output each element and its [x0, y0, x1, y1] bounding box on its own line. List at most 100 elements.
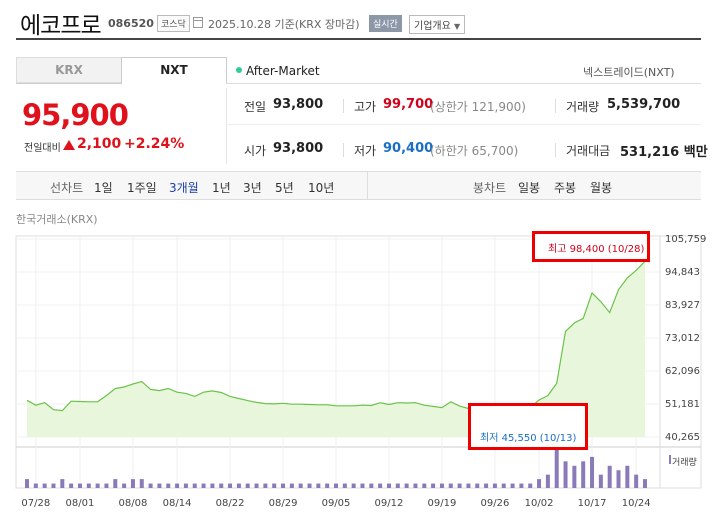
company-info-button[interactable]: 기업개요 ▼	[409, 15, 466, 34]
volume-bar	[281, 483, 286, 488]
min-callout	[468, 403, 588, 450]
volume-bar	[545, 474, 550, 488]
volume-bar	[113, 479, 118, 488]
period-5y[interactable]: 5년	[275, 181, 294, 195]
volume-bar	[457, 483, 462, 488]
prev-close-label: 전일	[244, 100, 267, 114]
y-tick-label: 73,012	[665, 333, 700, 344]
volume-bar	[360, 483, 365, 488]
volume-bar	[254, 483, 259, 488]
candle-monthly[interactable]: 월봉	[590, 181, 613, 195]
volume-bar	[51, 483, 56, 488]
volume-bar	[192, 483, 197, 488]
stock-code: 086520	[108, 17, 154, 30]
volume-bar	[369, 483, 374, 488]
tab-underline	[226, 83, 701, 84]
period-3y[interactable]: 3년	[243, 181, 262, 195]
volume-bar	[60, 479, 65, 488]
volume-bar	[122, 483, 127, 488]
volume-bar	[236, 483, 241, 488]
tab-krx[interactable]: KRX	[16, 57, 122, 83]
volume-bar	[219, 483, 224, 488]
trade-amount-label: 거래대금	[566, 144, 611, 158]
volume-bar	[201, 483, 206, 488]
volume-bar	[139, 479, 144, 488]
volume-bar	[210, 483, 215, 488]
market-tag: 코스닥	[157, 15, 190, 32]
low-value: 90,400	[383, 141, 434, 156]
candle-weekly[interactable]: 주봉	[554, 181, 577, 195]
volume-bar	[625, 465, 630, 488]
volume-bar	[448, 483, 453, 488]
divider	[226, 88, 227, 164]
y-tick-label: 105,759	[665, 234, 706, 245]
realtime-badge[interactable]: 실시간	[369, 15, 402, 32]
period-1w[interactable]: 1주일	[127, 181, 157, 195]
volume-bar	[148, 483, 153, 488]
volume-bar	[413, 483, 418, 488]
divider	[367, 172, 368, 199]
period-10y[interactable]: 10년	[308, 181, 335, 195]
volume-bar	[466, 483, 471, 488]
upper-limit: (상한가 121,900)	[430, 100, 526, 114]
volume-bar	[289, 483, 294, 488]
volume-bar	[228, 483, 233, 488]
period-3m[interactable]: 3개월	[169, 181, 199, 195]
x-tick-label: 09/19	[428, 498, 457, 509]
volume-legend-swatch	[669, 455, 671, 464]
volume-bar	[86, 483, 91, 488]
company-info-label: 기업개요	[414, 21, 451, 32]
divider	[343, 99, 344, 113]
up-arrow-icon	[63, 140, 75, 150]
volume-bar	[607, 465, 612, 488]
candle-chart-label[interactable]: 봉차트	[473, 181, 507, 195]
x-tick-label: 09/26	[481, 498, 510, 509]
volume-bar	[581, 461, 586, 488]
line-chart-label[interactable]: 선차트	[50, 181, 84, 195]
price-change-percent: +2.24%	[124, 136, 185, 152]
x-tick-label: 08/14	[163, 498, 192, 509]
divider	[555, 143, 556, 157]
y-tick-label: 83,927	[665, 300, 700, 311]
volume-bar	[634, 474, 639, 488]
volume-value: 5,539,700	[607, 97, 681, 112]
volume-bar	[325, 483, 330, 488]
x-tick-label: 07/28	[21, 498, 50, 509]
volume-bar	[590, 456, 595, 488]
volume-bar	[475, 483, 480, 488]
candle-daily[interactable]: 일봉	[518, 181, 541, 195]
volume-bar	[598, 474, 603, 488]
volume-label: 거래량	[566, 100, 600, 114]
volume-bar	[563, 461, 568, 488]
prev-compare-label: 전일대비	[24, 143, 61, 154]
price-change: 2,100	[77, 136, 122, 152]
period-1y[interactable]: 1년	[212, 181, 231, 195]
chart-frame	[15, 235, 702, 489]
volume-bar	[484, 483, 489, 488]
period-bar	[16, 171, 701, 200]
x-tick-label: 09/12	[375, 498, 404, 509]
chevron-down-icon: ▼	[454, 22, 461, 31]
prev-close-value: 93,800	[273, 97, 324, 112]
volume-bar	[263, 483, 268, 488]
trade-amount-value: 531,216 백만	[620, 145, 708, 160]
date-text: 2025.10.28 기준(KRX 장마감)	[208, 18, 360, 31]
calendar-icon	[193, 17, 203, 28]
lower-limit: (하한가 65,700)	[430, 144, 519, 158]
volume-bar	[307, 483, 312, 488]
company-name: 에코프로	[20, 13, 102, 39]
volume-bar	[404, 483, 409, 488]
volume-bar	[528, 483, 533, 488]
tab-nxt[interactable]: NXT	[121, 57, 227, 84]
after-market-dot-icon	[236, 67, 242, 73]
volume-bar	[157, 483, 162, 488]
price-line	[26, 260, 646, 412]
nextrade-label: 넥스트레이드(NXT)	[583, 66, 675, 79]
y-tick-label: 51,181	[665, 399, 700, 410]
volume-bar	[378, 483, 383, 488]
volume-bar	[510, 483, 515, 488]
volume-bar	[439, 483, 444, 488]
period-1d[interactable]: 1일	[94, 181, 113, 195]
volume-bar	[166, 483, 171, 488]
